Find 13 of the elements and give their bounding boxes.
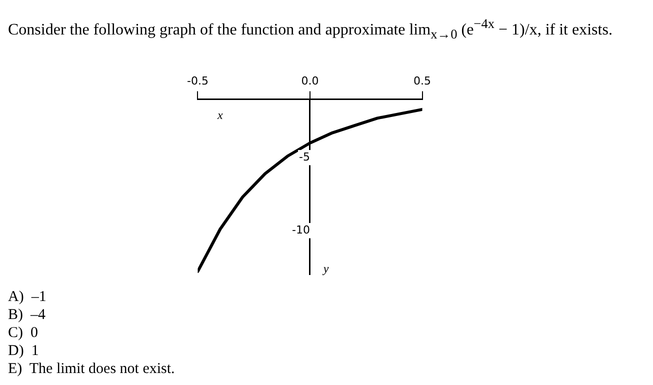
x-tick-label: 0.5 xyxy=(414,74,432,88)
text: A) –1 xyxy=(8,288,48,306)
x-tick-label: 0.0 xyxy=(301,74,319,88)
text: C) 0 xyxy=(8,324,39,342)
y-axis-title: y xyxy=(322,261,330,276)
text: E) The limit does not exist. xyxy=(8,360,175,378)
x-axis-title: x xyxy=(216,108,224,122)
chart-title: Consider the following graph of the function and approximate lim$_{x→0}$ (e$^{−4x}$ − 1)/x, if it exists. xyxy=(8,16,612,43)
x-tick-label: -0.5 xyxy=(186,74,208,88)
text: B) –4 xyxy=(8,306,46,324)
y-tick-label: -10 xyxy=(292,223,310,236)
y-tick-label: -5 xyxy=(299,150,310,164)
text: D) 1 xyxy=(8,342,40,360)
